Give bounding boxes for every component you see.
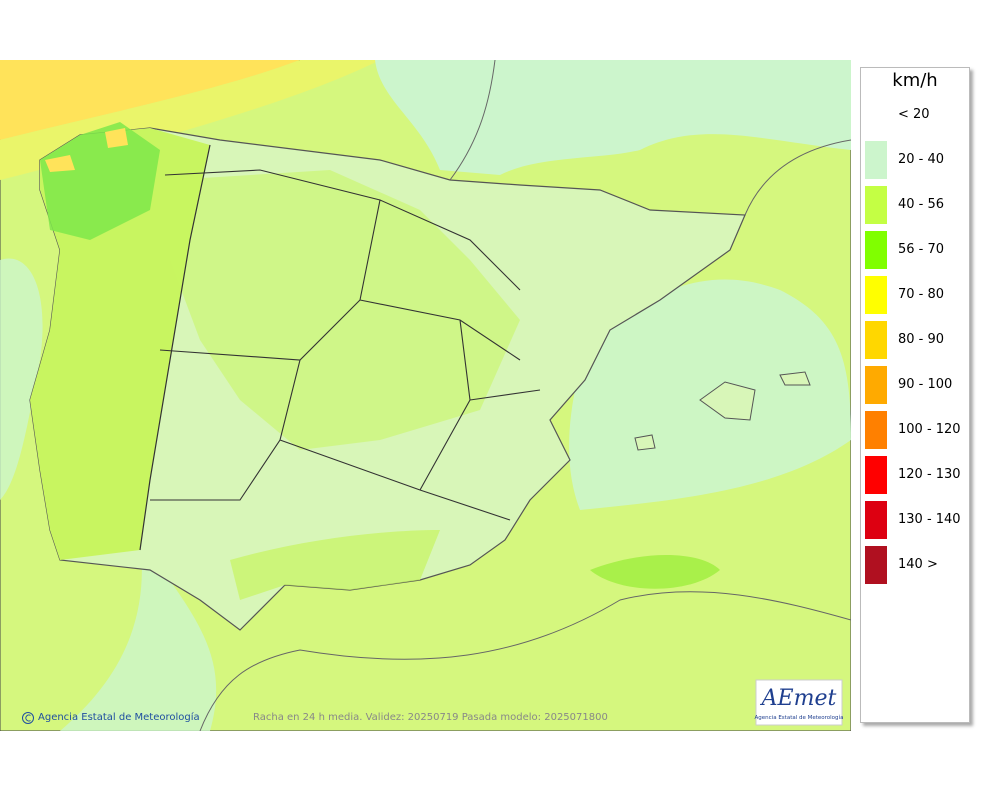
wind-zone: [230, 530, 440, 600]
legend-item: 80 - 90: [861, 321, 969, 359]
legend-label: 70 - 80: [898, 287, 945, 302]
legend-label: 80 - 90: [898, 332, 945, 347]
island: [634, 434, 656, 451]
legend-item: 90 - 100: [861, 366, 969, 404]
legend-label: 90 - 100: [898, 377, 953, 392]
wind-zone: [45, 155, 75, 172]
legend-item: 140 >: [861, 546, 969, 584]
legend-swatch: [865, 231, 887, 269]
map: AEmet Agencia Estatal de Meteorología: [0, 60, 851, 731]
legend-item: 130 - 140: [861, 501, 969, 539]
wind-zone: [40, 122, 160, 240]
wind-zone: [105, 128, 128, 148]
copyright-icon: [25, 714, 31, 722]
legend-swatch: [865, 456, 887, 494]
legend: km/h < 20 20 - 40 40 - 56 56 - 70 70 - 80 80 …: [860, 67, 970, 723]
legend-item: 100 - 120: [861, 411, 969, 449]
legend-swatch: [865, 321, 887, 359]
legend-swatch: [865, 501, 887, 539]
calm-zone: [0, 258, 43, 500]
legend-label: 140 >: [898, 557, 938, 572]
legend-label: < 20: [898, 107, 930, 122]
legend-item: 120 - 130: [861, 456, 969, 494]
legend-swatch: [865, 366, 887, 404]
legend-label: 20 - 40: [898, 152, 945, 167]
logo-box: [755, 679, 843, 726]
legend-swatch: [865, 411, 887, 449]
island: [779, 371, 811, 386]
legend-item: 70 - 80: [861, 276, 969, 314]
legend-label: 40 - 56: [898, 197, 945, 212]
legend-label: 100 - 120: [898, 422, 961, 437]
legend-item: 20 - 40: [861, 141, 969, 179]
wind-zone: [0, 60, 300, 140]
island: [699, 381, 756, 421]
legend-label: 130 - 140: [898, 512, 961, 527]
calm-zone: [60, 540, 217, 731]
wind-zone: [590, 555, 720, 589]
logo-name: AEmet: [760, 686, 837, 711]
copyright-icon: [22, 712, 34, 724]
legend-swatch: [865, 546, 887, 584]
caption: Racha en 24 h media. Validez: 20250719 P…: [253, 712, 608, 723]
logo-subtitle: Agencia Estatal de Meteorología: [755, 714, 844, 721]
legend-swatch: [865, 186, 887, 224]
wind-zone: [170, 170, 520, 450]
legend-swatch: [865, 276, 887, 314]
border: [139, 144, 211, 551]
region-border: [150, 169, 541, 521]
legend-title: km/h: [892, 70, 938, 91]
legend-label: 120 - 130: [898, 467, 961, 482]
legend-item: < 20: [861, 96, 969, 134]
coastline: [449, 60, 851, 216]
legend-item: 40 - 56: [861, 186, 969, 224]
coastline: [199, 591, 851, 731]
agency-credit: Agencia Estatal de Meteorología: [38, 712, 200, 723]
legend-label: 56 - 70: [898, 242, 945, 257]
legend-swatch: [865, 141, 887, 179]
calm-zone: [375, 60, 851, 175]
legend-item: 56 - 70: [861, 231, 969, 269]
